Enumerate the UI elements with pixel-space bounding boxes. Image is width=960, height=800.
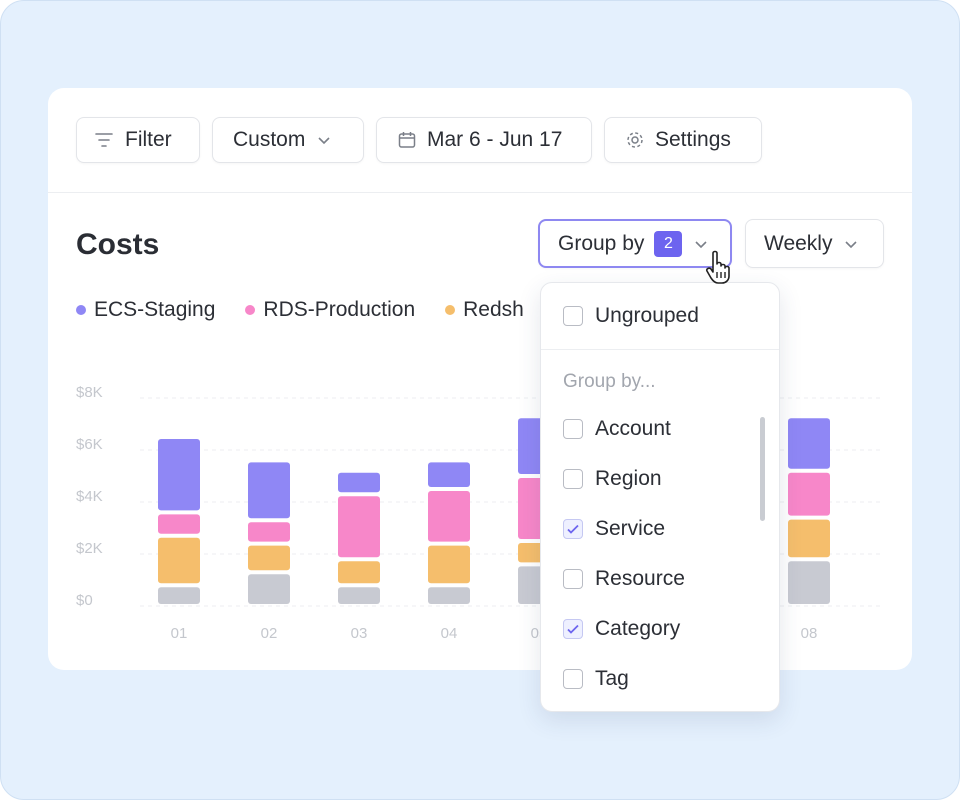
checkbox[interactable] [563,619,583,639]
filter-label: Filter [125,128,172,151]
scrollbar[interactable] [760,417,765,521]
title: Costs [76,228,160,261]
legend-swatch [245,305,256,315]
bar-segment [788,561,830,604]
bar-segment [248,545,290,571]
legend-label: Redsh [463,298,524,321]
interval-label: Weekly [764,231,833,255]
settings-label: Settings [655,128,731,151]
y-tick-label: $2K [76,540,103,557]
section-label: Group by... [563,371,656,392]
bar-segment [788,472,830,516]
option-label: Service [595,517,666,540]
bar-segment [158,514,200,534]
option-label: Account [595,417,671,440]
date-button[interactable]: Mar 6 - Jun 17 [376,117,592,163]
divider [541,349,779,350]
bar-segment [338,587,380,604]
bar-segment [788,519,830,558]
checkbox[interactable] [563,569,583,589]
group-count-badge: 2 [654,230,683,257]
legend-item: Redsh [445,298,524,322]
divider [48,192,912,193]
option-row[interactable]: Resource [563,564,685,594]
bar-segment [338,472,380,493]
x-tick-label: 01 [171,625,188,642]
group-by-button[interactable]: Group by 2 [538,219,732,268]
y-tick-label: $6K [76,436,103,453]
bar-segment [248,574,290,604]
option-row[interactable]: Category [563,614,680,644]
group-by-dropdown: Group by... Ungrouped Account Region Servic… [540,282,780,712]
bar-segment [248,522,290,542]
legend: ECS-Staging RDS-Production Redsh [76,298,524,322]
bar-segment [338,561,380,584]
gear-icon [627,132,643,148]
y-tick-label: $0 [76,592,93,609]
option-row[interactable]: Ungrouped [563,301,699,331]
settings-button[interactable]: Settings [604,117,762,163]
x-tick-label: 02 [261,625,278,642]
legend-label: ECS-Staging [94,298,216,321]
x-tick-label: 04 [441,625,458,642]
checkbox[interactable] [563,469,583,489]
group-by-label: Group by [558,231,645,255]
range-label: Custom [233,128,306,151]
bar-segment [158,587,200,604]
check-path [567,524,579,534]
checkbox[interactable] [563,519,583,539]
legend-swatch [445,305,456,315]
bar-segment [158,439,200,511]
option-row[interactable]: Account [563,414,671,444]
checkbox[interactable] [563,306,583,326]
filter-button[interactable]: Filter [76,117,200,163]
option-label: Region [595,467,662,490]
option-row[interactable]: Tag [563,664,629,694]
option-label: Category [595,617,681,640]
legend-label: RDS-Production [263,298,416,321]
check-path [567,624,579,634]
bar-segment [158,537,200,584]
legend-item: RDS-Production [245,298,415,322]
x-tick-label: 08 [801,625,818,642]
range-button[interactable]: Custom [212,117,364,163]
check-mark [567,524,579,534]
checkbox[interactable] [563,669,583,689]
option-label: Resource [595,567,685,590]
chevron [318,137,330,145]
bar-segment [428,587,470,604]
x-tick-label: 03 [351,625,368,642]
filter-icon [95,133,113,147]
interval-button[interactable]: Weekly [745,219,884,268]
bar-segment [428,545,470,584]
option-row[interactable]: Region [563,464,662,494]
y-tick-label: $4K [76,488,103,505]
chevron [845,240,858,248]
date-label: Mar 6 - Jun 17 [427,128,563,151]
checkbox[interactable] [563,419,583,439]
y-tick-label: $8K [76,384,103,401]
option-label: Tag [595,667,629,690]
calendar-icon [398,132,416,148]
bar-segment [788,418,830,469]
legend-item: ECS-Staging [76,298,215,322]
option-row[interactable]: Service [563,514,665,544]
bar-segment [248,462,290,519]
legend-swatch [76,305,86,315]
bar-segment [428,491,470,542]
cursor [706,250,730,284]
bar-segment [338,496,380,558]
chevron [695,240,707,248]
option-label: Ungrouped [595,304,699,327]
check-mark [567,624,579,634]
bar-segment [428,462,470,487]
